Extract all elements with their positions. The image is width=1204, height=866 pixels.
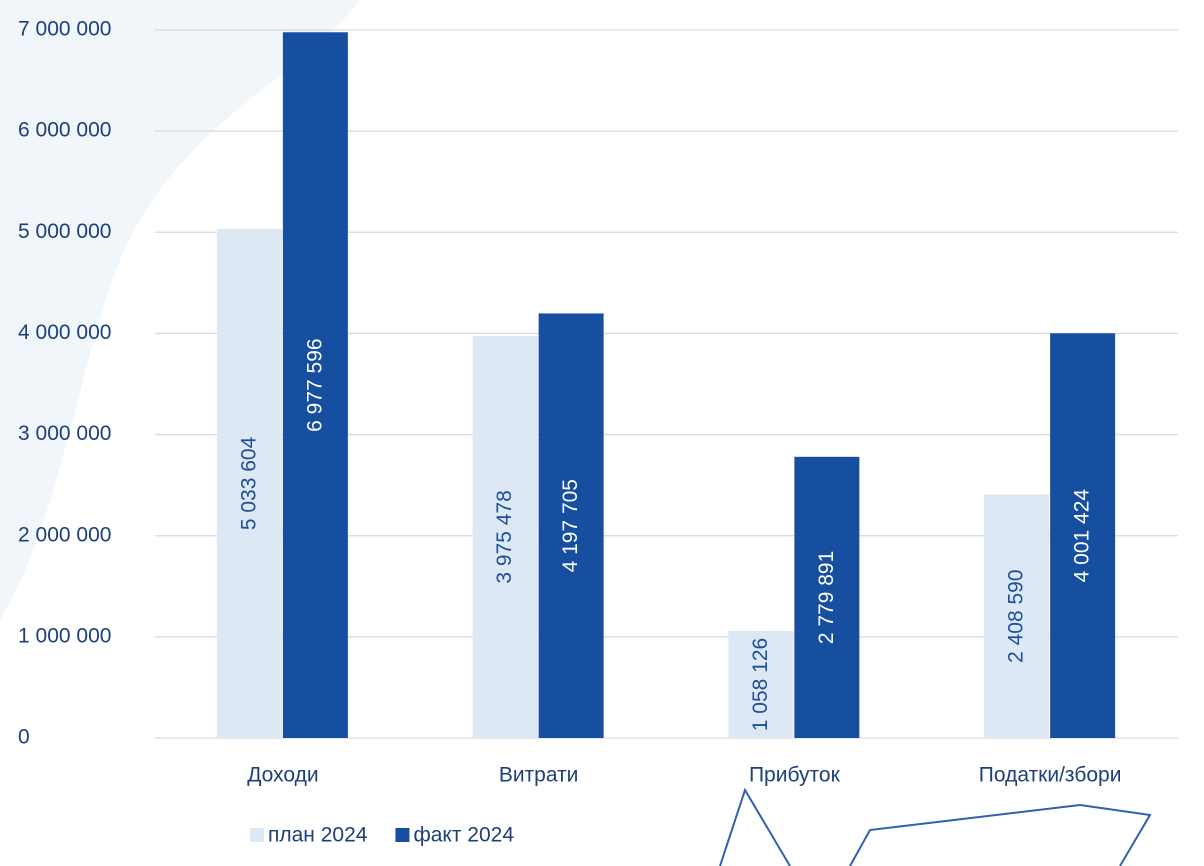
y-tick-label: 2 000 000	[18, 523, 111, 546]
data-label: 3 975 478	[493, 490, 516, 583]
y-tick-label: 6 000 000	[18, 119, 111, 142]
bar	[728, 630, 794, 738]
legend-swatch	[250, 828, 264, 842]
y-tick-label: 0	[18, 726, 30, 749]
x-tick-label: Податки/збори	[979, 764, 1122, 787]
legend-swatch	[395, 828, 410, 842]
legend-label: план 2024	[268, 824, 368, 847]
bar	[1050, 333, 1116, 738]
data-label: 4 197 705	[559, 479, 582, 572]
background-shape	[0, 0, 360, 620]
bar	[538, 313, 604, 738]
data-label: 5 033 604	[237, 436, 260, 530]
y-tick-label: 4 000 000	[18, 321, 111, 344]
x-tick-label: Доходи	[247, 764, 318, 787]
y-tick-label: 5 000 000	[18, 220, 111, 243]
data-label: 6 977 596	[303, 338, 326, 431]
bar	[984, 494, 1050, 738]
data-label: 4 001 424	[1071, 489, 1094, 583]
bar	[472, 335, 538, 738]
y-tick-label: 7 000 000	[18, 18, 111, 41]
x-tick-label: Прибуток	[749, 764, 841, 787]
data-label: 2 408 590	[1005, 569, 1028, 662]
ship-drawing	[719, 787, 1152, 866]
legend-label: факт 2024	[413, 824, 514, 847]
y-tick-label: 1 000 000	[18, 624, 111, 647]
bar	[282, 32, 348, 739]
data-label: 1 058 126	[749, 638, 772, 731]
y-tick-label: 3 000 000	[18, 422, 111, 445]
bar	[216, 228, 282, 739]
bar	[794, 456, 860, 738]
data-label: 2 779 891	[815, 551, 838, 644]
x-tick-label: Витрати	[499, 764, 579, 787]
